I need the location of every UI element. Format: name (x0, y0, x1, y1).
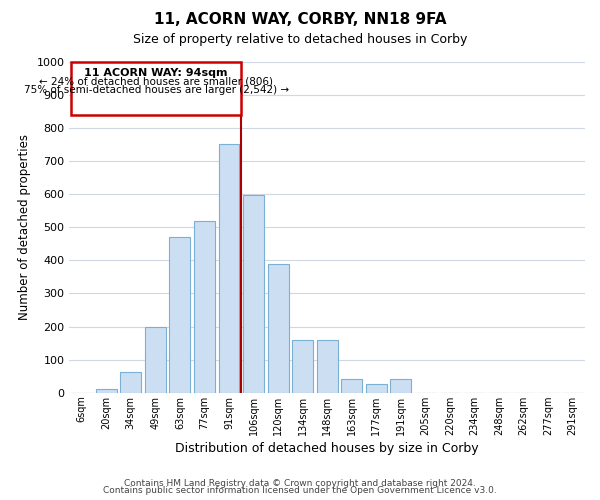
Bar (317, 340, 338, 393)
Bar (366, 384, 387, 393)
Text: ← 24% of detached houses are smaller (806): ← 24% of detached houses are smaller (80… (39, 76, 273, 86)
X-axis label: Distribution of detached houses by size in Corby: Distribution of detached houses by size … (175, 442, 479, 455)
Bar (292, 340, 313, 393)
Bar (71, 62, 241, 114)
Bar (268, 264, 289, 393)
Bar (145, 327, 166, 393)
Bar (341, 378, 362, 393)
Text: Contains public sector information licensed under the Open Government Licence v3: Contains public sector information licen… (103, 486, 497, 495)
Y-axis label: Number of detached properties: Number of detached properties (18, 134, 31, 320)
Bar (391, 378, 411, 393)
Bar (218, 144, 239, 393)
Bar (194, 220, 215, 393)
Bar (169, 237, 190, 393)
Bar (243, 196, 264, 393)
Bar (121, 372, 141, 393)
Bar (96, 389, 116, 393)
Text: 11, ACORN WAY, CORBY, NN18 9FA: 11, ACORN WAY, CORBY, NN18 9FA (154, 12, 446, 28)
Text: 75% of semi-detached houses are larger (2,542) →: 75% of semi-detached houses are larger (… (23, 86, 289, 96)
Text: Size of property relative to detached houses in Corby: Size of property relative to detached ho… (133, 32, 467, 46)
Text: 11 ACORN WAY: 94sqm: 11 ACORN WAY: 94sqm (85, 68, 228, 78)
Text: Contains HM Land Registry data © Crown copyright and database right 2024.: Contains HM Land Registry data © Crown c… (124, 478, 476, 488)
